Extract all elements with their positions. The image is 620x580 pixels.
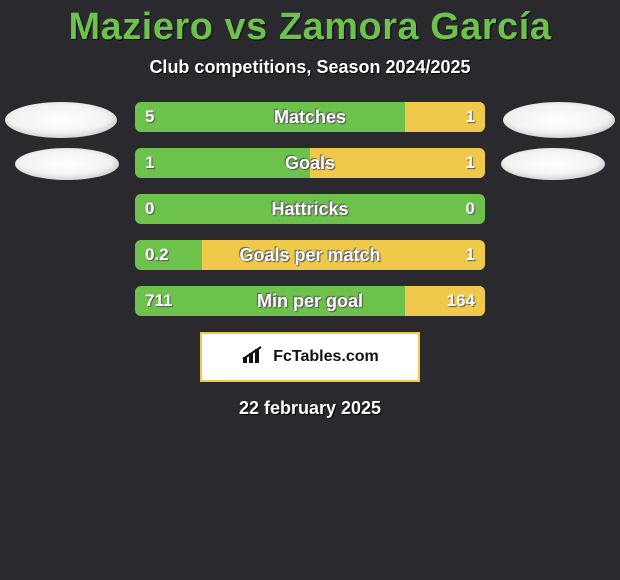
stat-value-right: 1 xyxy=(466,102,475,132)
stat-bar: 11Goals xyxy=(135,148,485,178)
stat-value-right: 0 xyxy=(466,194,475,224)
stat-row: 51Matches xyxy=(0,102,620,132)
stat-bar-right xyxy=(310,148,485,178)
stat-row: 711164Min per goal xyxy=(0,286,620,316)
stat-value-right: 164 xyxy=(447,286,475,316)
subtitle: Club competitions, Season 2024/2025 xyxy=(0,57,620,78)
stat-value-right: 1 xyxy=(466,240,475,270)
stat-bar-right xyxy=(202,240,486,270)
stat-value-right: 1 xyxy=(466,148,475,178)
stat-bar: 711164Min per goal xyxy=(135,286,485,316)
comparison-chart: 51Matches11Goals00Hattricks0.21Goals per… xyxy=(0,102,620,316)
stat-label: Hattricks xyxy=(135,194,485,224)
stat-value-left: 0 xyxy=(145,194,154,224)
page-title: Maziero vs Zamora García xyxy=(0,6,620,49)
source-label: FcTables.com xyxy=(273,348,379,366)
snapshot-date: 22 february 2025 xyxy=(0,398,620,419)
bar-chart-icon xyxy=(241,345,267,370)
stat-bar: 51Matches xyxy=(135,102,485,132)
stat-value-left: 711 xyxy=(145,286,172,316)
stat-value-left: 5 xyxy=(145,102,154,132)
stat-row: 11Goals xyxy=(0,148,620,178)
stat-bar: 0.21Goals per match xyxy=(135,240,485,270)
stat-bar: 0 0Hattricks xyxy=(135,194,485,224)
source-badge[interactable]: FcTables.com xyxy=(200,332,420,382)
stat-row: 0 0Hattricks xyxy=(0,194,620,224)
stat-value-left: 1 xyxy=(145,148,154,178)
stat-value-left: 0.2 xyxy=(145,240,169,270)
stat-row: 0.21Goals per match xyxy=(0,240,620,270)
